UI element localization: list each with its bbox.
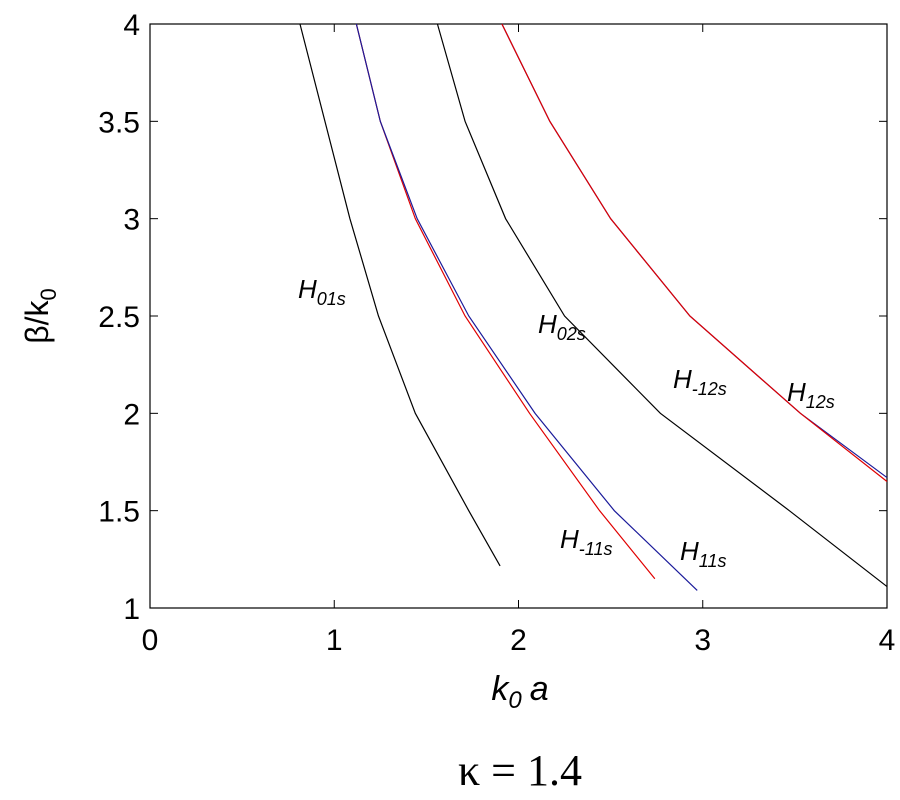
x-tick-label: 3 [694,624,711,657]
curve-label: H11s [680,536,726,571]
y-tick-label: 1.5 [98,496,140,529]
y-tick-label: 3.5 [98,106,140,139]
curve [355,23,698,591]
x-tick-label: 0 [142,624,159,657]
curve-label-main: H [673,364,692,394]
curve-label-sub: -11s [579,539,613,559]
x-tick-label: 1 [326,624,343,657]
curve-label-main: H [787,377,806,407]
x-tick-label: 2 [510,624,527,657]
curve-label-main: H [298,274,317,304]
curve-label-sub: 11s [699,551,727,571]
curve-label-main: H [560,524,579,554]
plot-frame [149,23,888,609]
y-tick-label: 1 [123,593,140,626]
curve-label-sub: -12s [692,379,727,399]
caption: κ = 1.4 [458,746,582,795]
y-tick-label: 3 [123,204,140,237]
curve [501,23,888,482]
y-tick-label: 2 [123,398,140,431]
y-axis-label: β/k0 [19,288,61,344]
curve-label-main: H [680,536,699,566]
curve-label: H-12s [673,364,727,399]
curve-label: H-11s [560,524,612,559]
x-tick-label: 4 [879,624,896,657]
curve-label-main: H [538,309,557,339]
curve-label-sub: 12s [806,392,835,412]
curve [355,23,656,580]
y-tick-label: 4 [123,9,140,42]
curve [436,23,888,588]
curve-label: H12s [787,377,835,412]
curve-label-sub: 01s [317,289,346,309]
curve-label: H02s [538,309,586,344]
curve [299,23,501,567]
y-tick-label: 2.5 [98,301,140,334]
curve-label: H01s [298,274,346,309]
x-axis-label: k0 a [491,670,548,714]
curve-label-sub: 02s [557,324,586,344]
